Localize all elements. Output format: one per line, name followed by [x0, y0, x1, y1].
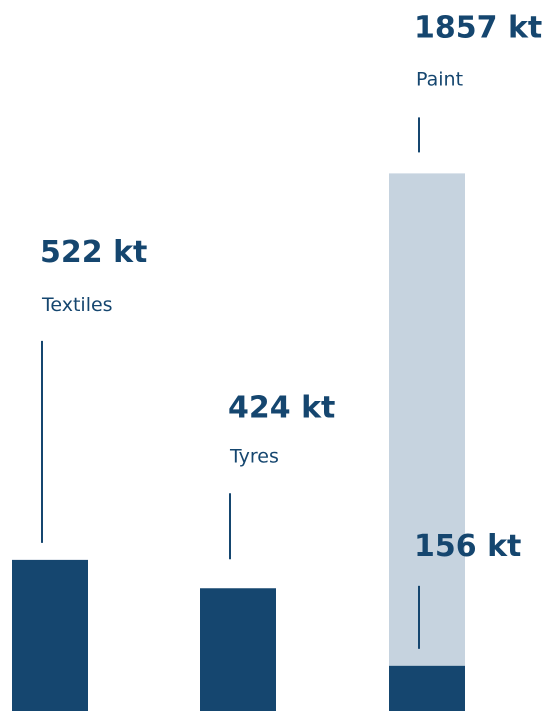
- value-label: 522 kt: [40, 235, 147, 270]
- inner-bar: [389, 665, 465, 711]
- value-label: 1857 kt: [414, 10, 542, 45]
- bar: [200, 588, 276, 711]
- category-label: Tyres: [229, 445, 279, 467]
- category-label: Textiles: [41, 294, 113, 316]
- bar: [389, 173, 465, 711]
- chart-title: esults: [0, 0, 97, 5]
- category-label: Paint: [416, 68, 463, 90]
- bar: [12, 559, 88, 711]
- value-label: 424 kt: [228, 390, 335, 425]
- inner-value-label: 156 kt: [414, 529, 521, 564]
